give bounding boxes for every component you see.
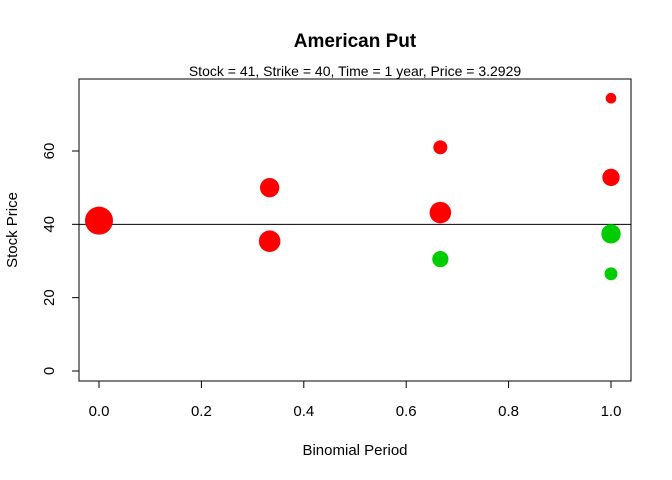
data-point-continue xyxy=(85,206,113,235)
y-tick-label: 60 xyxy=(41,143,58,160)
x-axis-label: Binomial Period xyxy=(302,442,407,459)
x-tick-label: 0.6 xyxy=(396,403,417,420)
data-point-continue xyxy=(259,178,280,198)
y-tick-label: 40 xyxy=(41,216,58,233)
data-point-exercise xyxy=(601,224,621,244)
x-tick-label: 0.8 xyxy=(498,403,519,420)
plot-frame xyxy=(78,78,632,382)
points-layer xyxy=(85,92,621,281)
data-point-continue xyxy=(258,230,281,252)
x-tick-label: 0.2 xyxy=(191,403,212,420)
x-axis: 0.0 0.2 0.4 0.6 0.8 1.0 xyxy=(89,380,622,420)
y-axis: 0 20 40 60 xyxy=(41,143,80,375)
data-point-continue xyxy=(433,140,448,155)
y-tick-label: 0 xyxy=(41,367,58,375)
y-axis-label: Stock Price xyxy=(4,192,21,268)
data-point-continue xyxy=(602,168,620,187)
y-tick-label: 20 xyxy=(41,289,58,306)
x-tick-label: 0.4 xyxy=(293,403,314,420)
data-point-continue xyxy=(605,92,617,104)
x-tick-label: 1.0 xyxy=(601,403,622,420)
x-tick-label: 0.0 xyxy=(89,403,110,420)
chart-subtitle: Stock = 41, Strike = 40, Time = 1 year, … xyxy=(189,63,522,79)
data-point-exercise xyxy=(432,251,449,268)
data-point-exercise xyxy=(604,267,618,281)
data-point-continue xyxy=(429,201,452,224)
chart-title: American Put xyxy=(294,31,417,52)
